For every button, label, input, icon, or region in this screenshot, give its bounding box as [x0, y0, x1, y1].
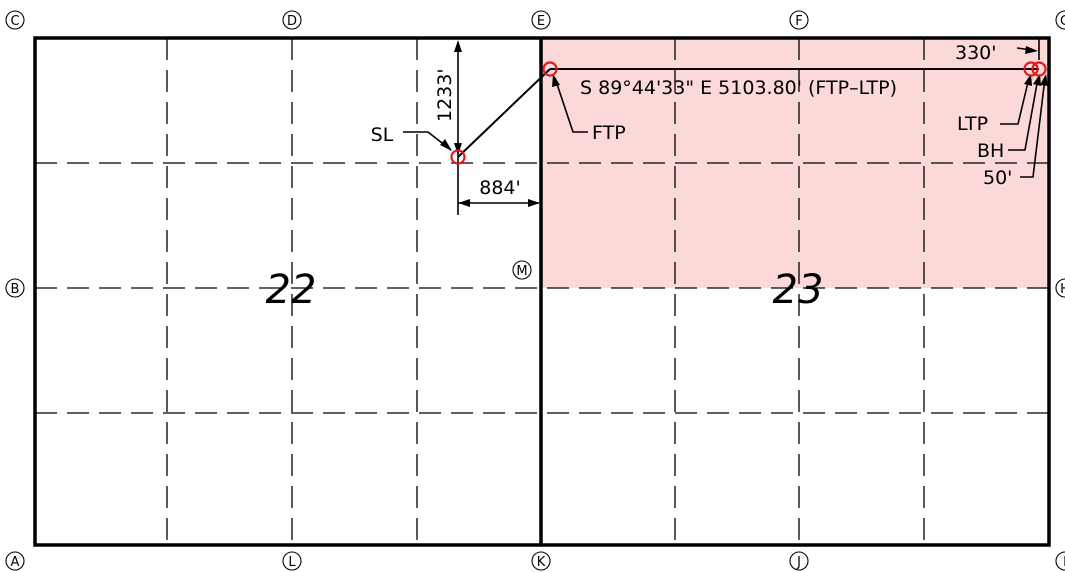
- dimension-east-label: 884': [479, 177, 521, 199]
- corner-K: K: [531, 551, 551, 571]
- bh-offset-callout: 50': [983, 74, 1048, 189]
- corner-D: D: [282, 10, 302, 30]
- corner-A: A: [5, 551, 25, 571]
- svg-text:B: B: [11, 282, 20, 297]
- section-number-22: 22: [266, 267, 317, 313]
- dimension-east: 884': [458, 177, 540, 207]
- ltp-label: LTP: [957, 113, 988, 135]
- svg-text:K: K: [537, 555, 546, 570]
- corner-L: L: [282, 551, 302, 571]
- svg-text:H: H: [1060, 282, 1065, 297]
- sl-callout: SL: [371, 124, 452, 151]
- bh-label: BH: [977, 140, 1004, 162]
- svg-text:M: M: [516, 264, 527, 279]
- corner-B: B: [5, 278, 25, 298]
- section-number-23: 23: [773, 267, 824, 313]
- corner-E: E: [531, 10, 551, 30]
- svg-text:I: I: [1063, 555, 1065, 570]
- corner-F: F: [789, 10, 809, 30]
- lateral-bearing-label: S 89°44'33" E 5103.80' (FTP–LTP): [580, 77, 897, 99]
- corner-M: M: [512, 260, 532, 280]
- sl-label: SL: [371, 124, 394, 146]
- surface-location-marker: [450, 149, 466, 165]
- svg-text:E: E: [537, 14, 545, 29]
- svg-text:C: C: [10, 14, 19, 29]
- ftp-marker: [542, 61, 558, 77]
- bh-marker: [1031, 61, 1047, 77]
- corner-J: J: [789, 551, 809, 571]
- quarter-lines: [35, 38, 1049, 545]
- ftp-callout: FTP: [552, 74, 626, 144]
- end-offset-callout: 330': [955, 38, 1040, 64]
- svg-text:F: F: [795, 14, 802, 29]
- ltp-callout: LTP: [957, 74, 1032, 135]
- corner-I: I: [1055, 551, 1065, 571]
- ltp-marker: [1023, 61, 1039, 77]
- corner-G: G: [1055, 10, 1065, 30]
- dimension-north-label: 1233': [434, 68, 456, 122]
- svg-text:L: L: [288, 555, 296, 570]
- bh-offset-label: 50': [983, 167, 1012, 189]
- surface-to-ftp-line: [457, 68, 551, 158]
- ftp-label: FTP: [592, 122, 626, 144]
- svg-text:G: G: [1060, 14, 1065, 29]
- bh-callout: BH: [977, 74, 1041, 162]
- corner-H: H: [1055, 278, 1065, 298]
- end-offset-label: 330': [955, 42, 997, 64]
- svg-text:J: J: [796, 555, 801, 570]
- svg-text:D: D: [287, 14, 297, 29]
- corner-C: C: [5, 10, 25, 30]
- svg-text:A: A: [11, 555, 20, 570]
- dimension-north: 1233': [434, 40, 462, 215]
